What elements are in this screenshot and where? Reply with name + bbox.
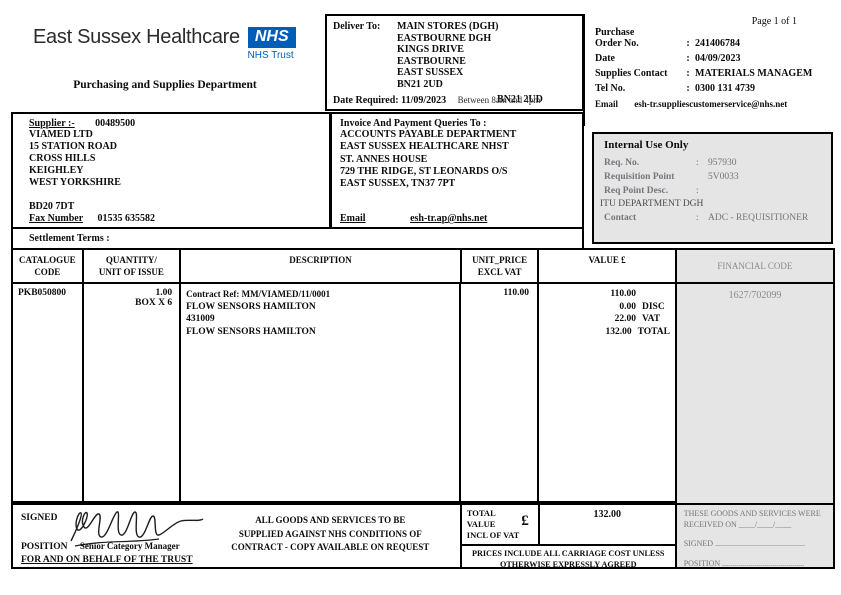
requisition-point-value: 5V0033 xyxy=(708,172,739,182)
tel-row: Tel No. : 0300 131 4739 xyxy=(595,83,755,94)
deliver-to-box: Deliver To: MAIN STORES (DGH) EASTBOURNE… xyxy=(325,14,584,111)
order-email-value: esh-tr.suppliescustomerservice@nhs.net xyxy=(634,99,788,109)
signature-cell: SIGNED POSITION Senior Category Manager … xyxy=(13,505,462,567)
internal-use-heading: Internal Use Only xyxy=(604,139,689,151)
order-date-value: 04/09/2023 xyxy=(695,53,741,64)
supplier-label: Supplier :- xyxy=(29,118,75,129)
position-row: POSITION Senior Category Manager xyxy=(21,541,180,552)
line-items-table: CATALOGUE CODE QUANTITY/ UNIT OF ISSUE D… xyxy=(11,248,835,503)
quantity-value: 1.00 xyxy=(155,288,173,298)
total-value-amount: 132.00 xyxy=(593,509,621,520)
order-email-row: Email esh-tr.suppliescustomerservice@nhs… xyxy=(595,99,788,109)
quantity-cell: 1.00 BOX X 6 xyxy=(84,284,182,503)
date-required-value: 11/09/2023 xyxy=(401,95,447,106)
deliver-postcode-duplicate: BN21 2UD xyxy=(497,94,543,105)
received-position-line: POSITION ...............................… xyxy=(683,558,805,568)
purchase-order-row: Purchase Order No. : 241406784 xyxy=(595,27,740,49)
order-info-block: Page 1 of 1 Purchase Order No. : 2414067… xyxy=(583,14,835,126)
delivery-window: Between 8am and 4pm xyxy=(457,95,541,105)
unit-price-cell: 110.00 xyxy=(461,284,539,503)
financial-code-cell: 1627/702099 xyxy=(677,284,834,503)
unit-of-issue: BOX X 6 xyxy=(135,298,173,308)
date-required-row: Date Required: 11/09/2023 Between 8am an… xyxy=(333,95,540,106)
supplier-postcode: BD20 7DT xyxy=(29,201,75,212)
totals-cell: TOTAL VALUE INCL OF VAT £ 132.00 PRICES … xyxy=(461,505,677,569)
conditions-note: ALL GOODS AND SERVICES TO BE SUPPLIED AG… xyxy=(231,515,430,552)
pound-sign: £ xyxy=(521,513,529,529)
contract-ref: Contract Ref: MM/VIAMED/11/0001 xyxy=(186,289,331,299)
order-date-row: Date : 04/09/2023 xyxy=(595,53,741,64)
internal-contact-row: Contact : ADC - REQUISITIONER xyxy=(604,213,809,223)
requisition-point-row: Requisition Point 5V0033 xyxy=(604,172,739,182)
trust-logo: East Sussex Healthcare NHS NHS Trust xyxy=(33,26,296,61)
table-header-row: CATALOGUE CODE QUANTITY/ UNIT OF ISSUE D… xyxy=(13,250,833,284)
invoice-queries-box: Invoice And Payment Queries To : ACCOUNT… xyxy=(330,112,584,229)
description-cell: Contract Ref: MM/VIAMED/11/0001 FLOW SEN… xyxy=(181,284,462,503)
req-no-row: Req. No. : 957930 xyxy=(604,158,737,168)
page-indicator: Page 1 of 1 xyxy=(751,16,797,27)
invoice-email-row: Email esh-tr.ap@nhs.net xyxy=(340,213,488,224)
internal-use-box: Internal Use Only Req. No. : 957930 Requ… xyxy=(592,132,833,244)
department-title: Purchasing and Supplies Department xyxy=(73,79,257,91)
col-header-unit-price: UNIT_PRICE EXCL VAT xyxy=(462,250,540,282)
position-value: Senior Category Manager xyxy=(79,541,180,551)
deliver-address: MAIN STORES (DGH) EASTBOURNE DGH KINGS D… xyxy=(397,21,499,90)
req-point-desc-value: ITU DEPARTMENT DGH xyxy=(600,199,704,209)
trust-name: East Sussex Healthcare xyxy=(33,26,240,48)
nhs-trust-subtitle: NHS Trust xyxy=(247,50,294,61)
settlement-terms: Settlement Terms : xyxy=(11,229,584,248)
fax-row: Fax Number 01535 635582 xyxy=(29,213,155,224)
supplies-contact-value: MATERIALS MANAGEM xyxy=(695,68,813,79)
req-point-desc-row: Req Point Desc. : xyxy=(604,186,699,196)
carriage-note: PRICES INCLUDE ALL CARRIAGE COST UNLESS … xyxy=(471,549,665,569)
signed-label: SIGNED xyxy=(21,513,58,523)
catalogue-code-cell: PKB050800 xyxy=(13,284,84,503)
supplier-box: Supplier :- 00489500 VIAMED LTD 15 STATI… xyxy=(11,112,331,229)
col-header-description: DESCRIPTION xyxy=(181,250,462,282)
invoice-queries-heading: Invoice And Payment Queries To : xyxy=(340,118,487,129)
tel-value: 0300 131 4739 xyxy=(695,83,755,94)
invoice-email-value: esh-tr.ap@nhs.net xyxy=(410,213,488,224)
col-header-financial-code: FINANCIAL CODE xyxy=(676,250,833,282)
total-value-label: TOTAL VALUE INCL OF VAT £ xyxy=(462,505,540,544)
supplies-contact-row: Supplies Contact : MATERIALS MANAGEM xyxy=(595,68,813,79)
fax-number: 01535 635582 xyxy=(97,213,155,224)
supplier-code: 00489500 xyxy=(95,118,136,129)
received-signed-line: SIGNED .................................… xyxy=(683,539,806,548)
goods-received-cell: THESE GOODS AND SERVICES WERE RECEIVED O… xyxy=(676,505,833,568)
table-row: PKB050800 1.00 BOX X 6 Contract Ref: MM/… xyxy=(13,284,834,503)
deliver-to-label: Deliver To: xyxy=(333,21,381,32)
col-header-value: VALUE £ xyxy=(539,250,677,282)
req-no-value: 957930 xyxy=(708,158,737,168)
internal-contact-value: ADC - REQUISITIONER xyxy=(708,213,809,223)
col-header-catalogue-code: CATALOGUE CODE xyxy=(13,250,84,282)
col-header-quantity: QUANTITY/ UNIT OF ISSUE xyxy=(84,250,182,282)
purchase-order-number: 241406784 xyxy=(695,38,740,49)
value-cell: 110.00 0.00 DISC 22.00 VAT 132.00 TOTAL xyxy=(539,284,677,503)
date-required-label: Date Required: xyxy=(333,95,399,106)
signature-image xyxy=(59,505,209,558)
nhs-logo-icon: NHS xyxy=(247,27,296,48)
footer-band: SIGNED POSITION Senior Category Manager … xyxy=(11,503,835,569)
behalf-of-trust-line: FOR AND ON BEHALF OF THE TRUST xyxy=(21,555,193,565)
